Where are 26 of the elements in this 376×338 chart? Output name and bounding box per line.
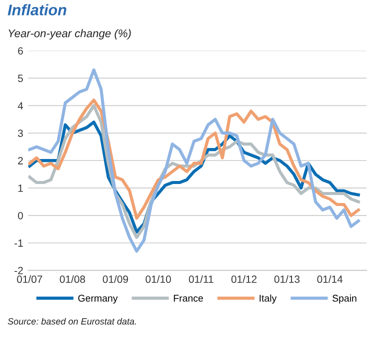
x-tick-label: 01/12	[231, 275, 257, 283]
chart-subtitle: Year-on-year change (%)	[8, 29, 131, 40]
legend-label: Spain	[332, 294, 356, 304]
chart-title: Inflation	[8, 4, 66, 16]
legend-label: France	[174, 294, 203, 302]
y-tick-label: -1	[14, 240, 23, 247]
x-tick-label: 01/09	[102, 275, 128, 283]
y-tick-label: 2	[18, 157, 23, 164]
x-tick-label: 01/07	[16, 275, 42, 283]
line-series	[28, 98, 360, 220]
x-tick-label: 01/11	[188, 275, 214, 283]
y-tick-label: 5	[18, 74, 23, 82]
line-series	[28, 68, 360, 253]
x-tick-label: 01/13	[274, 275, 300, 283]
legend-label: Germany	[78, 294, 118, 304]
y-tick-label: 1	[18, 184, 23, 192]
source-note: Source: based on Eurostat data.	[8, 318, 136, 325]
y-tick-label: 0	[18, 212, 23, 220]
y-tick-label: 6	[18, 47, 23, 55]
x-tick-label: 01/10	[146, 275, 171, 283]
legend-label: Italy	[260, 294, 277, 304]
y-tick-label: 4	[18, 102, 24, 110]
y-tick-label: 3	[18, 130, 23, 137]
x-tick-label: 01/08	[60, 275, 86, 283]
x-tick-label: 01/14	[317, 275, 343, 283]
y-tick-label: -2	[14, 266, 23, 274]
